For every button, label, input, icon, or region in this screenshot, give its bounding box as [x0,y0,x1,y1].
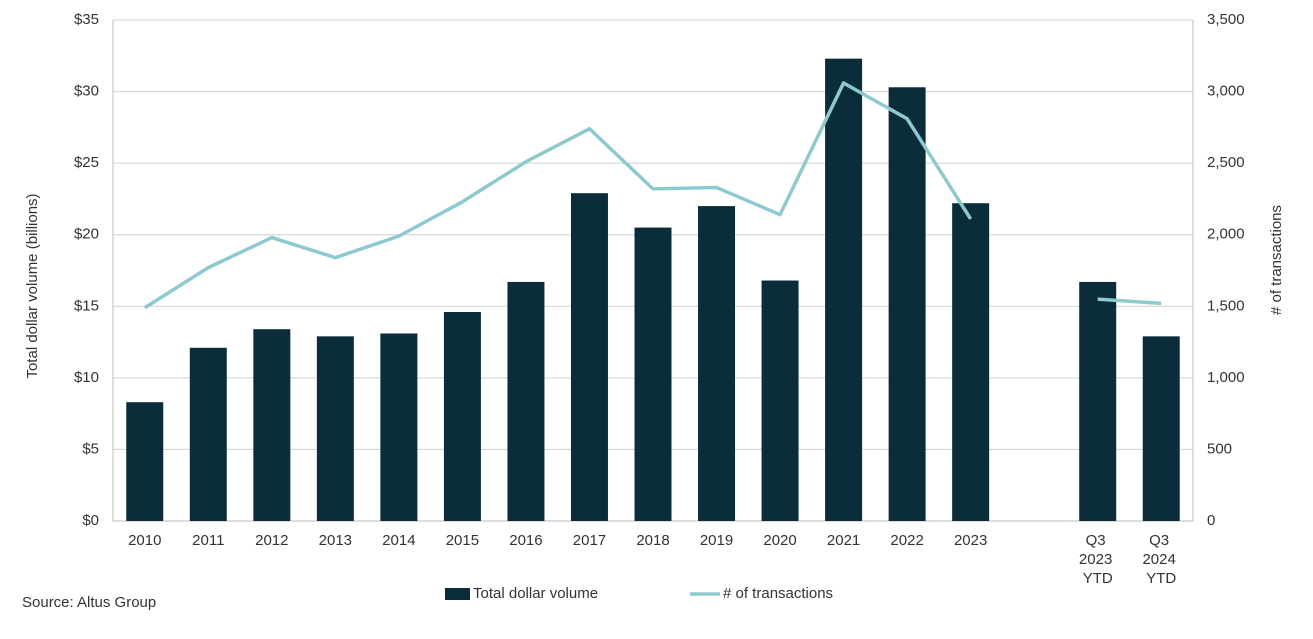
y-tick-label: $15 [74,297,99,314]
legend-swatch [445,588,470,600]
x-tick-label: 2014 [382,532,415,549]
y-tick-label: $35 [74,11,99,28]
x-tick-label: 2010 [128,532,161,549]
x-tick-label: 2021 [827,532,860,549]
y2-tick-label: 1,000 [1207,369,1245,386]
y-tick-label: $30 [74,83,99,100]
y-tick-label: $0 [82,512,99,529]
x-tick-label: 2011 [192,532,224,549]
x-tick-label: 2020 [763,532,796,549]
x-tick-label: 2022 [890,532,923,549]
x-tick-label: Q3 2023 YTD [1079,532,1117,587]
legend-label: Total dollar volume [473,585,598,602]
bar [1079,281,1117,521]
x-tick-label: 2023 [954,532,987,549]
bar [888,87,926,521]
y2-tick-label: 3,500 [1207,11,1245,28]
x-tick-label: 2012 [255,532,288,549]
y-tick-label: $20 [74,226,99,243]
x-tick-label: 2015 [446,532,479,549]
bar [443,312,481,521]
y2-axis-title: # of transactions [1268,205,1285,315]
bar [253,329,291,521]
bar [316,336,354,521]
x-tick-label: 2017 [573,532,606,549]
bar [126,402,164,521]
bar [1142,336,1180,521]
y2-tick-label: 500 [1207,440,1232,457]
x-tick-label: 2018 [636,532,669,549]
bar [952,203,990,522]
x-tick-label: 2019 [700,532,733,549]
bar [761,280,799,521]
bar [570,193,608,521]
x-tick-label: Q3 2024 YTD [1142,532,1180,587]
y2-tick-label: 1,500 [1207,297,1245,314]
bar [380,333,418,521]
legend-label: # of transactions [723,585,833,602]
bar [825,58,863,522]
bar [698,206,736,522]
y2-tick-label: 0 [1207,512,1215,529]
y-tick-label: $10 [74,369,99,386]
source-note: Source: Altus Group [22,594,156,611]
y-tick-label: $25 [74,154,99,171]
y2-tick-label: 2,500 [1207,154,1245,171]
y2-tick-label: 3,000 [1207,83,1245,100]
line [143,81,1162,310]
x-tick-label: 2016 [509,532,542,549]
x-tick-label: 2013 [319,532,352,549]
y-axis-title: Total dollar volume (billions) [24,193,41,378]
bar [507,281,545,521]
bar [189,347,227,521]
y2-tick-label: 2,000 [1207,226,1245,243]
y-tick-label: $5 [82,440,99,457]
bar [634,227,672,522]
